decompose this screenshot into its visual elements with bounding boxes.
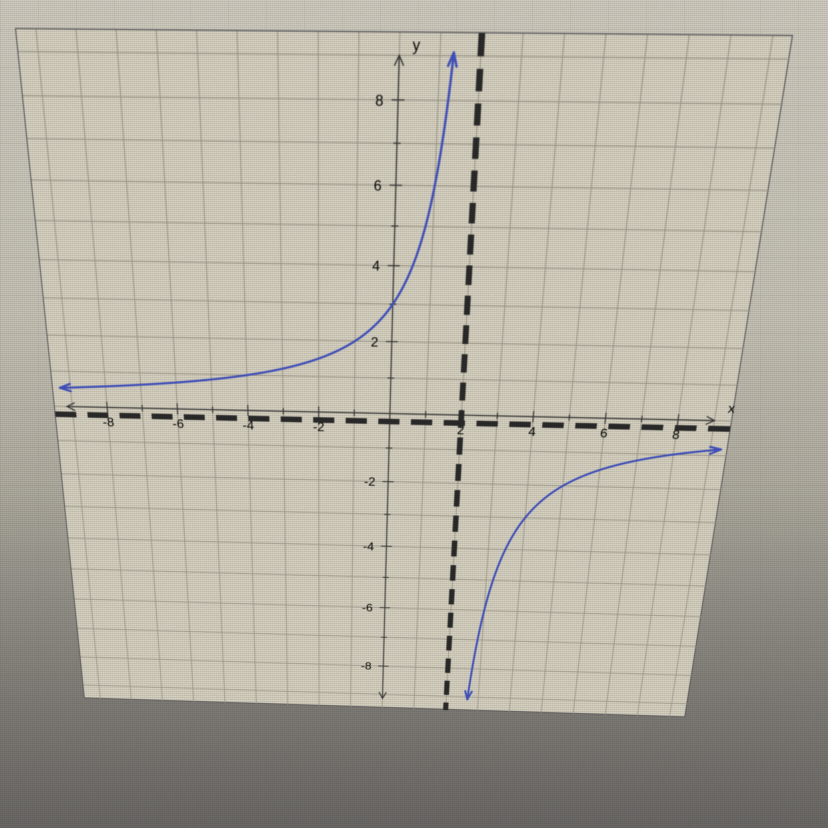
svg-text:4: 4	[372, 259, 380, 275]
svg-text:-6: -6	[362, 602, 373, 614]
svg-text:-2: -2	[364, 476, 376, 489]
svg-text:-4: -4	[363, 541, 374, 554]
svg-text:8: 8	[375, 92, 384, 109]
svg-text:-6: -6	[172, 417, 184, 431]
svg-text:y: y	[412, 36, 420, 54]
svg-text:6: 6	[599, 427, 608, 441]
svg-text:x: x	[727, 402, 736, 416]
svg-text:6: 6	[374, 178, 382, 194]
svg-text:2: 2	[371, 335, 379, 350]
svg-text:-8: -8	[361, 661, 372, 673]
